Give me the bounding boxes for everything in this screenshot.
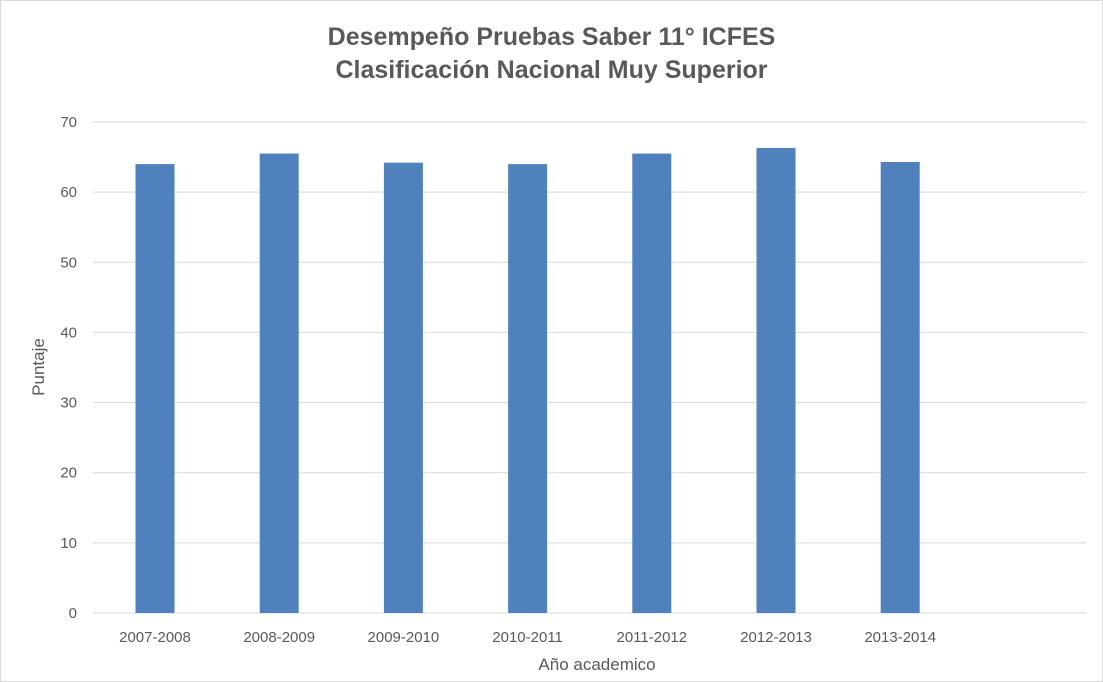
chart-subtitle: Clasificación Nacional Muy Superior xyxy=(335,56,768,84)
y-tick-label: 60 xyxy=(60,184,77,201)
y-tick-label: 70 xyxy=(60,114,77,131)
bar xyxy=(383,162,423,613)
x-tick-label: 2010-2011 xyxy=(492,629,563,646)
gridlines xyxy=(93,121,1086,614)
y-tick-labels: 0 10 20 30 40 50 60 70 xyxy=(60,114,77,622)
y-tick-label: 50 xyxy=(60,254,77,271)
x-tick-label: 2013-2014 xyxy=(864,629,936,646)
y-tick-label: 30 xyxy=(60,395,77,412)
x-axis-title: Año academico xyxy=(538,655,655,674)
bars xyxy=(135,147,920,614)
chart-title: Desempeño Pruebas Saber 11° ICFES xyxy=(327,23,776,51)
bar xyxy=(135,164,175,614)
x-tick-label: 2009-2010 xyxy=(368,629,440,646)
y-tick-label: 40 xyxy=(60,324,77,341)
y-axis-title: Puntaje xyxy=(29,338,48,396)
x-tick-labels: 2007-2008 2008-2009 2009-2010 2010-2011 2011… xyxy=(119,629,936,646)
bar xyxy=(880,161,920,613)
y-tick-label: 10 xyxy=(60,535,77,552)
bar xyxy=(508,164,548,614)
x-tick-label: 2007-2008 xyxy=(119,629,191,646)
x-tick-label: 2008-2009 xyxy=(243,629,315,646)
x-tick-label: 2011-2012 xyxy=(616,629,687,646)
x-tick-label: 2012-2013 xyxy=(740,629,812,646)
y-tick-label: 0 xyxy=(69,605,77,622)
bar xyxy=(756,147,796,613)
bar xyxy=(259,153,299,614)
chart-title-block: Desempeño Pruebas Saber 11° ICFES Clasif… xyxy=(1,21,1102,87)
y-tick-label: 20 xyxy=(60,465,77,482)
bar xyxy=(632,153,672,614)
